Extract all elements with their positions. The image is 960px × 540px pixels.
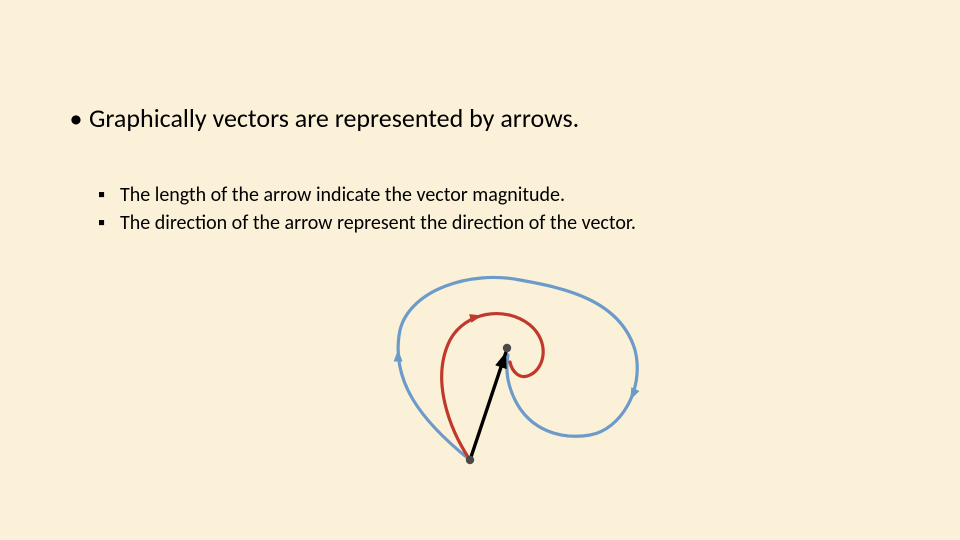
red-curve: [442, 314, 543, 460]
sub-bullet-text: The direction of the arrow represent the…: [120, 209, 636, 237]
diagram-svg: [340, 260, 660, 490]
blue-curve-arrowhead: [394, 349, 403, 361]
main-bullet-symbol: •: [63, 102, 89, 134]
sub-bullet-row: ▪The length of the arrow indicate the ve…: [98, 181, 636, 209]
sub-bullet-symbol: ▪: [98, 209, 120, 237]
black-vector-arrow: [470, 352, 506, 460]
blue-curve-arrowhead: [630, 387, 639, 400]
red-curve-arrowhead: [469, 314, 482, 323]
main-bullet-text: Graphically vectors are represented by a…: [89, 102, 579, 134]
sub-bullet-list: ▪The length of the arrow indicate the ve…: [98, 181, 636, 237]
main-bullet-row: • Graphically vectors are represented by…: [63, 102, 579, 134]
sub-bullet-row: ▪The direction of the arrow represent th…: [98, 209, 636, 237]
end-point: [503, 344, 511, 352]
sub-bullet-text: The length of the arrow indicate the vec…: [120, 181, 565, 209]
black-vector-arrow-head: [495, 352, 506, 369]
slide: • Graphically vectors are represented by…: [0, 0, 960, 540]
blue-curve: [398, 277, 637, 460]
sub-bullet-symbol: ▪: [98, 181, 120, 209]
start-point: [466, 456, 474, 464]
diagram: [340, 260, 660, 490]
